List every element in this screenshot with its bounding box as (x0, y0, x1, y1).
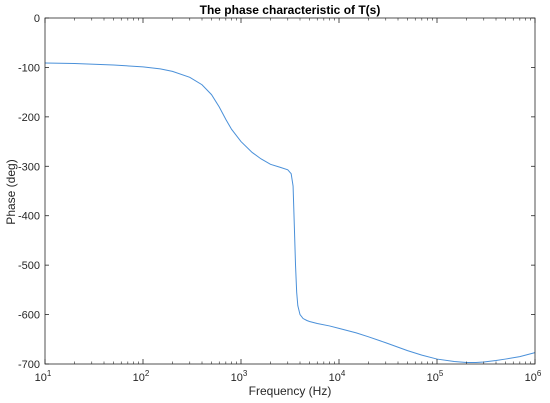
x-tick-label: 104 (329, 369, 346, 384)
x-tick-label: 102 (133, 369, 150, 384)
y-tick-label: -700 (18, 359, 40, 371)
phase-series-line (44, 62, 536, 364)
y-tick-label: 0 (34, 13, 40, 25)
y-tick-label: -600 (18, 310, 40, 322)
y-tick-label: -100 (18, 62, 40, 74)
x-tick-label: 101 (35, 369, 52, 384)
chart-title: The phase characteristic of T(s) (200, 3, 381, 17)
x-axis-label: Frequency (Hz) (249, 384, 332, 398)
y-axis-label: Phase (deg) (4, 159, 18, 224)
y-tick-label: -400 (18, 211, 40, 223)
y-tick-label: -500 (18, 260, 40, 272)
x-tick-label: 106 (525, 369, 542, 384)
plot-box (44, 17, 536, 365)
x-tick-label: 103 (231, 369, 248, 384)
y-tick-label: -200 (18, 112, 40, 124)
plot-area (45, 18, 535, 364)
x-tick-label: 105 (427, 369, 444, 384)
y-tick-label: -300 (18, 161, 40, 173)
